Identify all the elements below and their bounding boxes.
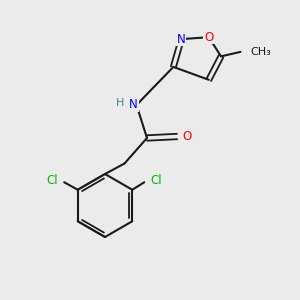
Text: N: N	[177, 33, 186, 46]
Text: H: H	[116, 98, 124, 108]
Text: Cl: Cl	[46, 174, 58, 187]
Text: O: O	[182, 130, 192, 143]
Text: O: O	[204, 31, 213, 44]
Text: N: N	[129, 98, 138, 112]
Text: CH₃: CH₃	[250, 47, 271, 57]
Text: Cl: Cl	[150, 174, 162, 187]
